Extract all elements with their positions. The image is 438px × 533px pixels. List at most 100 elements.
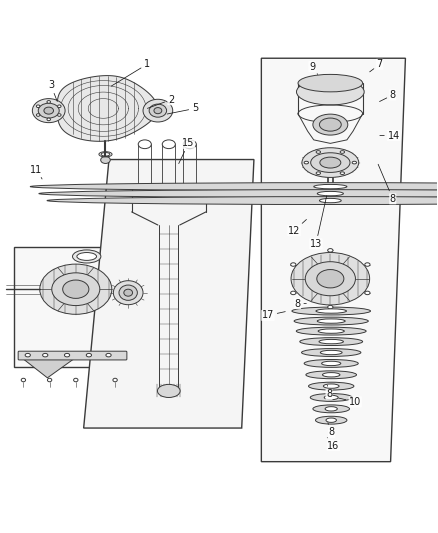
Text: 8: 8 bbox=[378, 164, 396, 204]
Text: 9: 9 bbox=[309, 61, 318, 75]
Ellipse shape bbox=[138, 140, 151, 149]
Ellipse shape bbox=[36, 105, 40, 108]
Text: 17: 17 bbox=[262, 310, 285, 320]
Ellipse shape bbox=[57, 105, 61, 108]
Ellipse shape bbox=[308, 382, 354, 390]
Ellipse shape bbox=[298, 75, 363, 92]
Ellipse shape bbox=[157, 384, 180, 398]
Ellipse shape bbox=[317, 191, 343, 196]
Ellipse shape bbox=[57, 114, 61, 116]
Ellipse shape bbox=[36, 114, 40, 116]
Ellipse shape bbox=[154, 108, 162, 114]
Ellipse shape bbox=[25, 353, 30, 357]
Ellipse shape bbox=[47, 197, 438, 205]
Ellipse shape bbox=[32, 99, 65, 123]
Polygon shape bbox=[57, 76, 158, 141]
Ellipse shape bbox=[21, 378, 25, 382]
Text: 8: 8 bbox=[380, 90, 396, 101]
Ellipse shape bbox=[297, 79, 364, 105]
Text: 2: 2 bbox=[147, 95, 174, 108]
Polygon shape bbox=[261, 58, 406, 462]
Text: 8: 8 bbox=[328, 423, 335, 438]
Ellipse shape bbox=[162, 140, 175, 149]
Ellipse shape bbox=[320, 157, 341, 168]
Ellipse shape bbox=[301, 349, 361, 357]
Ellipse shape bbox=[314, 184, 347, 189]
Ellipse shape bbox=[317, 319, 345, 323]
Text: 7: 7 bbox=[370, 59, 383, 72]
Ellipse shape bbox=[294, 317, 368, 325]
Ellipse shape bbox=[143, 99, 173, 122]
Ellipse shape bbox=[42, 353, 48, 357]
Ellipse shape bbox=[313, 114, 348, 135]
Ellipse shape bbox=[44, 107, 53, 114]
Ellipse shape bbox=[365, 263, 370, 266]
Text: 11: 11 bbox=[30, 165, 42, 179]
Ellipse shape bbox=[302, 148, 359, 177]
Ellipse shape bbox=[52, 273, 100, 305]
Text: 14: 14 bbox=[380, 131, 400, 141]
Ellipse shape bbox=[47, 101, 50, 103]
Ellipse shape bbox=[317, 270, 344, 288]
Polygon shape bbox=[84, 159, 254, 428]
FancyBboxPatch shape bbox=[18, 351, 127, 360]
Ellipse shape bbox=[47, 118, 50, 120]
Text: 1: 1 bbox=[111, 59, 150, 86]
Ellipse shape bbox=[316, 151, 321, 154]
Text: 12: 12 bbox=[288, 220, 307, 236]
Ellipse shape bbox=[340, 172, 345, 174]
Ellipse shape bbox=[63, 280, 89, 298]
Text: 3: 3 bbox=[48, 80, 57, 101]
Ellipse shape bbox=[183, 140, 196, 149]
Ellipse shape bbox=[325, 407, 337, 411]
Ellipse shape bbox=[322, 373, 340, 377]
Ellipse shape bbox=[113, 281, 143, 305]
Ellipse shape bbox=[305, 262, 356, 296]
Ellipse shape bbox=[39, 190, 438, 198]
Ellipse shape bbox=[292, 307, 371, 315]
Ellipse shape bbox=[30, 183, 438, 190]
Ellipse shape bbox=[326, 418, 336, 422]
Ellipse shape bbox=[319, 198, 341, 203]
Ellipse shape bbox=[40, 264, 112, 314]
Ellipse shape bbox=[47, 378, 52, 382]
Ellipse shape bbox=[310, 393, 352, 401]
Text: 13: 13 bbox=[310, 196, 327, 249]
Ellipse shape bbox=[315, 416, 347, 424]
Ellipse shape bbox=[113, 378, 117, 382]
Text: 16: 16 bbox=[327, 438, 339, 450]
Ellipse shape bbox=[318, 329, 344, 333]
Ellipse shape bbox=[319, 340, 343, 344]
Ellipse shape bbox=[313, 405, 350, 413]
Ellipse shape bbox=[321, 361, 341, 366]
Ellipse shape bbox=[74, 378, 78, 382]
Ellipse shape bbox=[73, 250, 101, 263]
Ellipse shape bbox=[300, 338, 363, 345]
Ellipse shape bbox=[328, 305, 333, 309]
Ellipse shape bbox=[311, 153, 350, 172]
Ellipse shape bbox=[319, 118, 341, 131]
Ellipse shape bbox=[291, 253, 370, 305]
Ellipse shape bbox=[340, 151, 345, 154]
Ellipse shape bbox=[124, 289, 133, 296]
Polygon shape bbox=[23, 359, 74, 378]
Ellipse shape bbox=[86, 353, 92, 357]
Ellipse shape bbox=[320, 350, 342, 354]
Ellipse shape bbox=[316, 172, 321, 174]
Ellipse shape bbox=[291, 263, 296, 266]
Ellipse shape bbox=[119, 285, 138, 300]
Ellipse shape bbox=[316, 309, 346, 313]
Ellipse shape bbox=[328, 248, 333, 252]
Ellipse shape bbox=[38, 103, 59, 118]
Ellipse shape bbox=[149, 104, 166, 117]
Ellipse shape bbox=[365, 291, 370, 295]
Ellipse shape bbox=[352, 161, 357, 164]
Ellipse shape bbox=[304, 359, 358, 367]
Ellipse shape bbox=[324, 395, 338, 400]
Text: 10: 10 bbox=[339, 397, 361, 407]
Ellipse shape bbox=[64, 353, 70, 357]
Text: 15: 15 bbox=[179, 139, 194, 164]
Text: 5: 5 bbox=[167, 103, 198, 114]
Ellipse shape bbox=[106, 353, 111, 357]
Text: 8: 8 bbox=[326, 385, 332, 399]
